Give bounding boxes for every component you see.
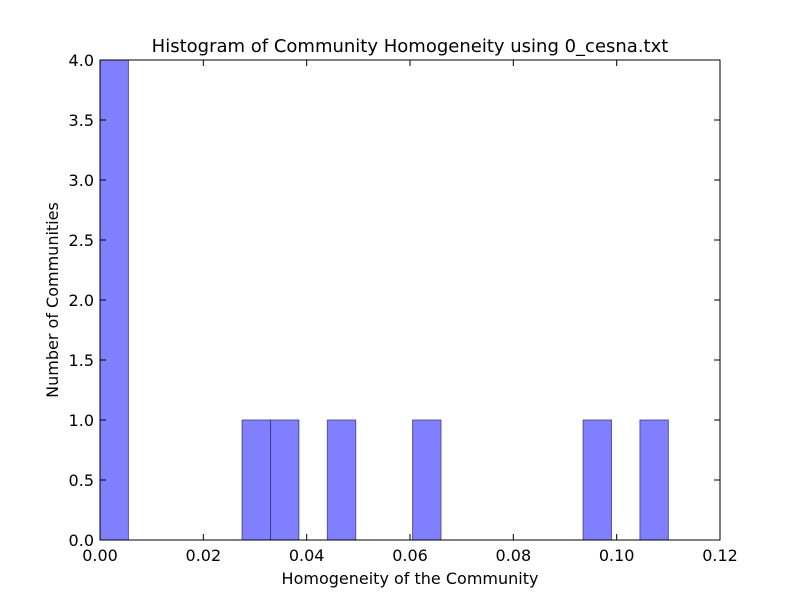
histogram-bar-5 (582, 419, 612, 541)
histogram-bar-1 (241, 419, 271, 541)
x-tick-label: 0.02 (186, 546, 222, 565)
x-tick-label: 0.00 (82, 546, 118, 565)
histogram-bar-2 (270, 419, 300, 541)
x-tick-label: 0.10 (599, 546, 635, 565)
y-axis-label: Number of Communities (43, 202, 62, 398)
plot-frame (99, 59, 721, 541)
histogram-bar-6 (639, 419, 669, 541)
x-tick-label: 0.08 (496, 546, 532, 565)
y-tick-label: 3.0 (69, 171, 94, 190)
y-tick-label: 4.0 (69, 51, 94, 70)
bars-group (99, 59, 669, 541)
x-tick-label: 0.06 (392, 546, 428, 565)
y-tick-label: 2.5 (69, 231, 94, 250)
y-tick-label: 0.5 (69, 471, 94, 490)
ticks-group: 0.00 0.02 0.04 0.06 0.08 0.10 0.12 0.0 0.5 1.0 1.5… (69, 51, 738, 565)
x-tick-label: 0.04 (289, 546, 325, 565)
y-tick-label: 2.0 (69, 291, 94, 310)
x-tick-label: 0.12 (702, 546, 738, 565)
x-axis-label: Homogeneity of the Community (282, 569, 539, 588)
chart-title: Histogram of Community Homogeneity using… (152, 36, 669, 57)
y-tick-label: 3.5 (69, 111, 94, 130)
y-tick-label: 1.0 (69, 411, 94, 430)
y-tick-label: 1.5 (69, 351, 94, 370)
y-tick-label: 0.0 (69, 531, 94, 550)
histogram-bar-4 (412, 419, 442, 541)
histogram-bar-3 (326, 419, 357, 541)
